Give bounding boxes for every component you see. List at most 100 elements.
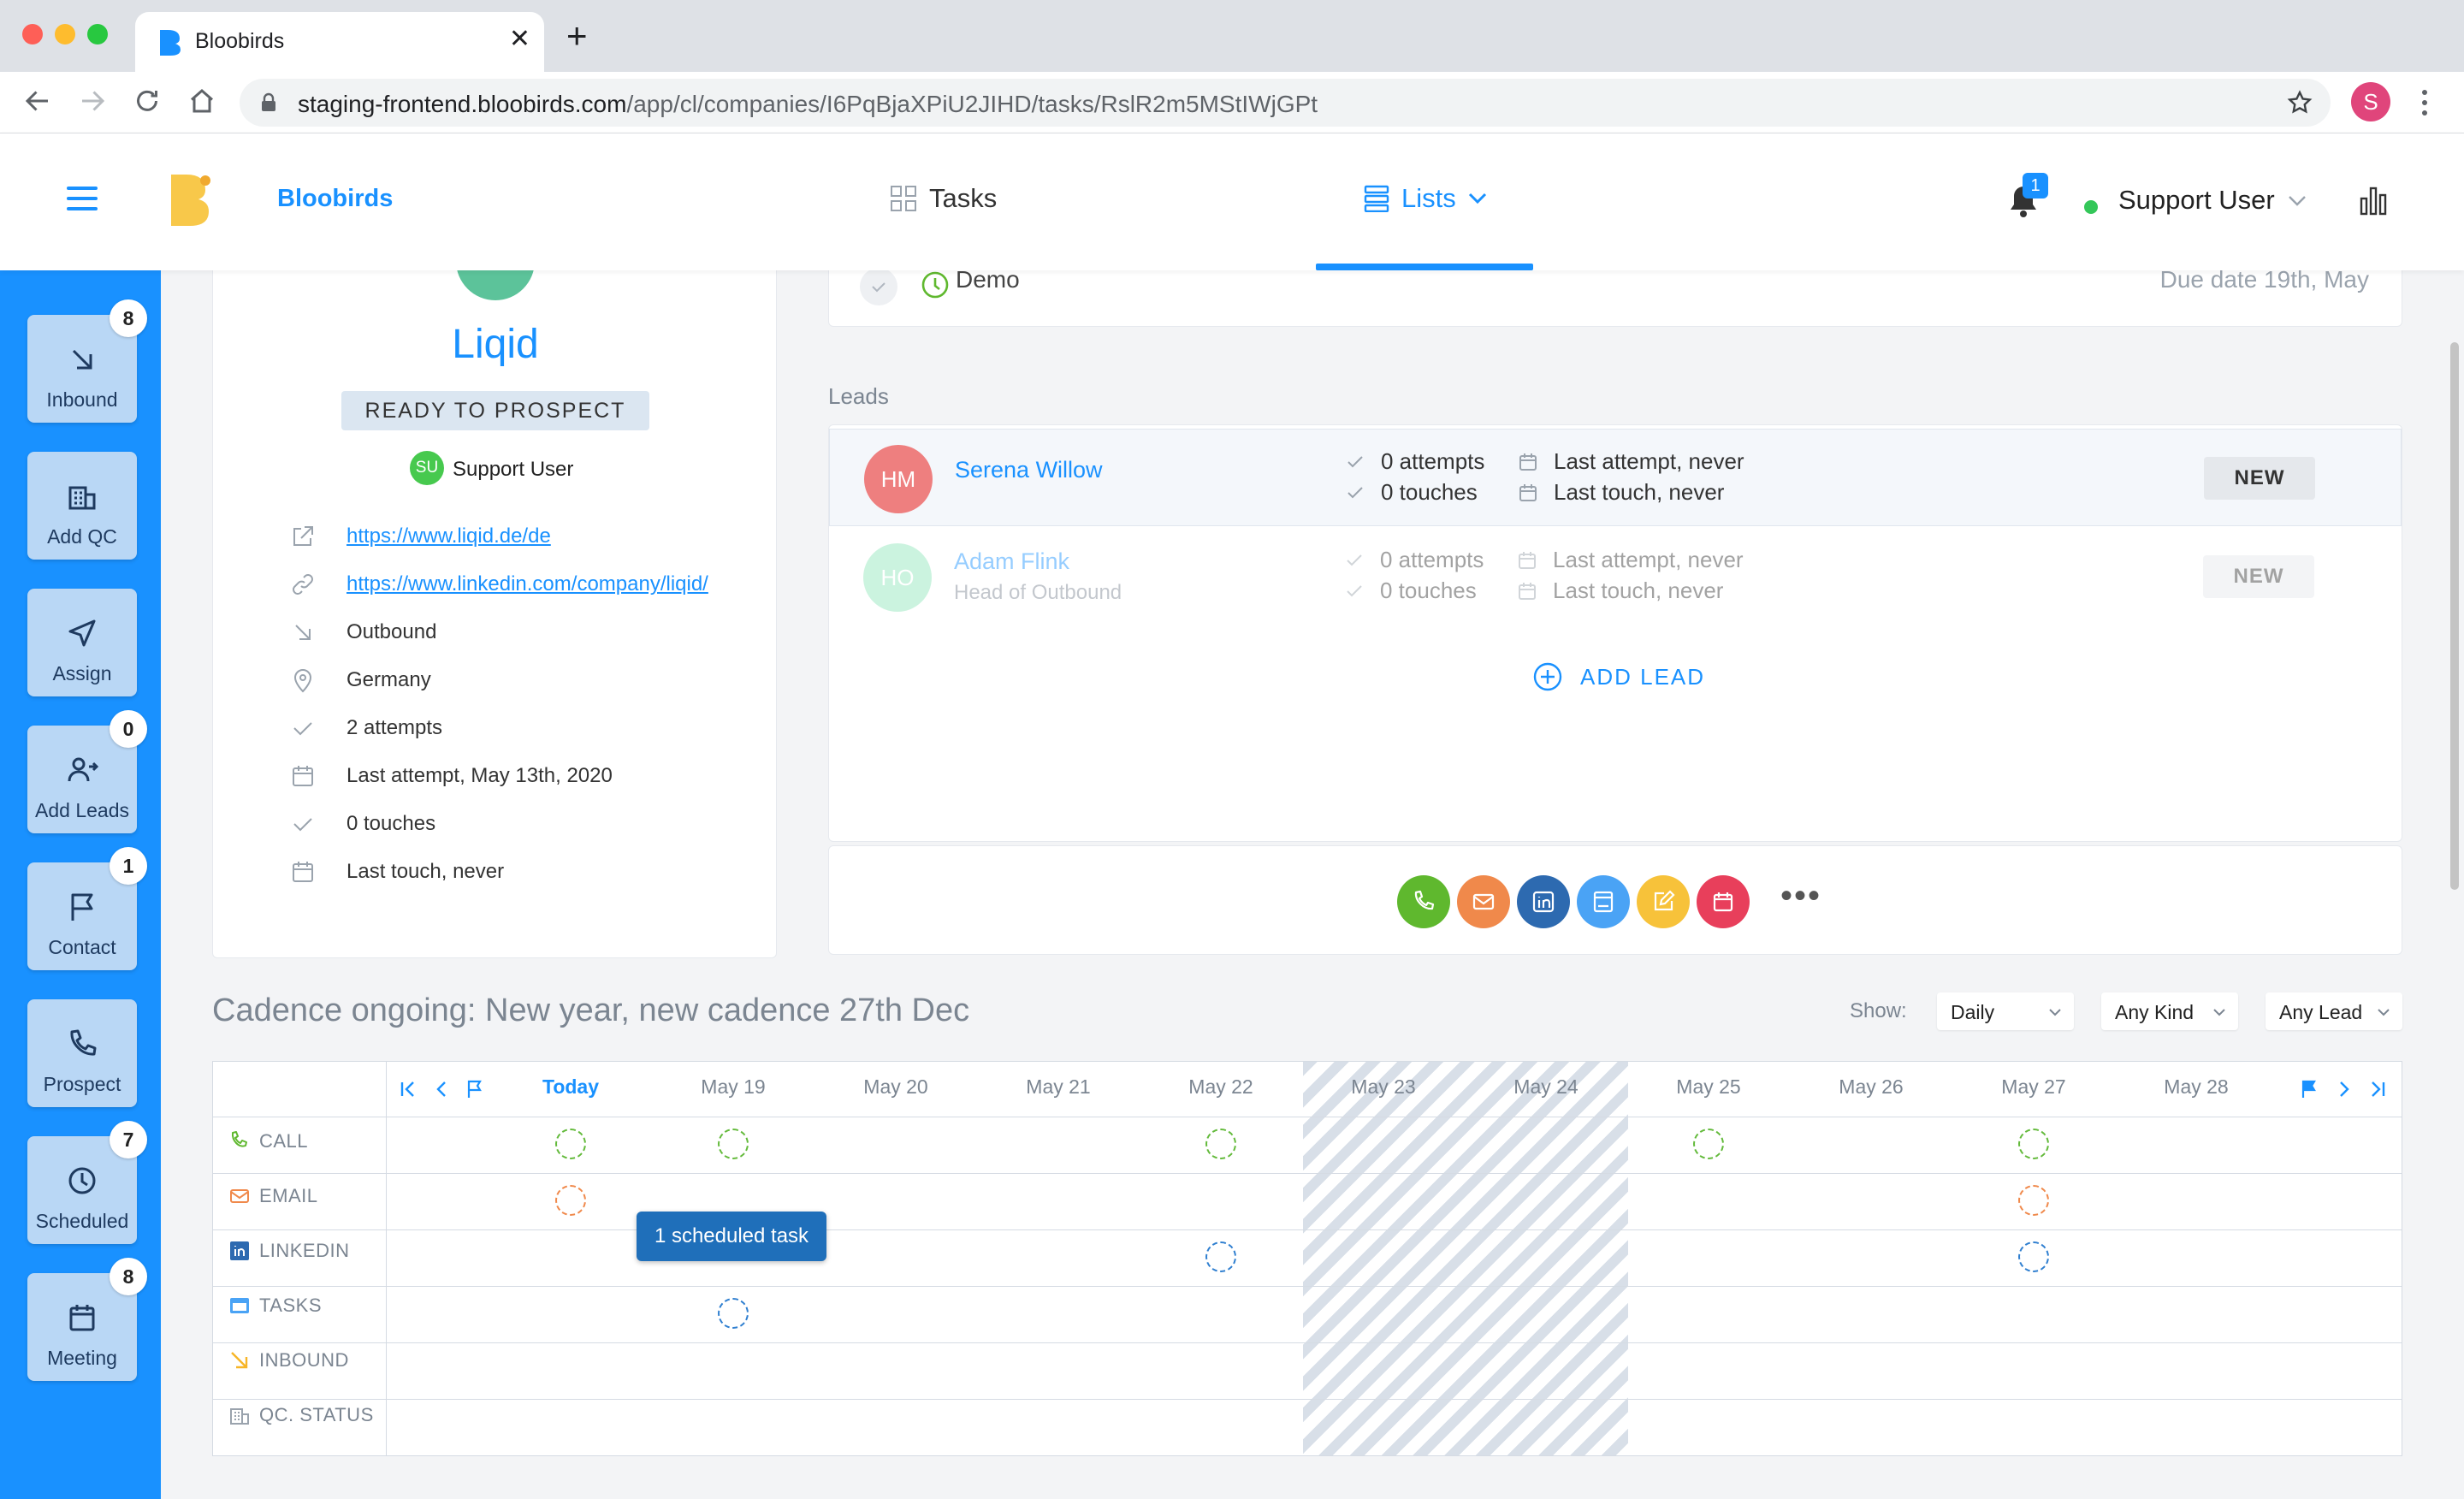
next-icon[interactable]	[2333, 1079, 2354, 1099]
lead-last-touch: Last touch, never	[1507, 479, 1724, 506]
lead-status-badge[interactable]: NEW	[2204, 457, 2315, 500]
check-icon	[1344, 581, 1370, 601]
lead-name[interactable]: Serena Willow	[955, 457, 1103, 483]
tab-close-icon[interactable]: ✕	[508, 25, 530, 53]
day-header[interactable]: May 20	[863, 1075, 928, 1098]
phone-icon	[65, 1027, 99, 1061]
nav-lists[interactable]: Lists	[1364, 183, 1487, 214]
home-icon[interactable]	[187, 86, 217, 116]
window-close-button[interactable]	[22, 24, 43, 44]
kind-filter-select[interactable]: Any Kind	[2101, 992, 2238, 1030]
call-activity-marker[interactable]	[718, 1129, 749, 1159]
more-actions-button[interactable]: •••	[1780, 877, 1822, 915]
day-header[interactable]: May 27	[2001, 1075, 2066, 1098]
browser-profile-avatar[interactable]: S	[2351, 82, 2390, 121]
row-label-qc-status: QC. STATUS	[228, 1404, 374, 1426]
linkedin-action-button[interactable]	[1517, 875, 1570, 928]
company-linkedin-row: https://www.linkedin.com/company/liqid/	[290, 567, 708, 601]
owner-name: Support User	[453, 458, 574, 481]
linkedin-activity-marker[interactable]	[2018, 1241, 2049, 1272]
day-header[interactable]: May 25	[1676, 1075, 1741, 1098]
sidebar-item-add-qc[interactable]: Add QC	[27, 452, 137, 560]
add-lead-button[interactable]: ADD LEAD	[1532, 661, 1705, 692]
note-action-button[interactable]	[1637, 875, 1690, 928]
meeting-action-button[interactable]	[1697, 875, 1750, 928]
email-action-button[interactable]	[1457, 875, 1510, 928]
call-action-button[interactable]	[1397, 875, 1450, 928]
day-header[interactable]: May 21	[1026, 1075, 1091, 1098]
lead-last-attempt: Last attempt, never	[1507, 547, 1744, 573]
lead-status-badge[interactable]: NEW	[2203, 555, 2314, 598]
sidebar-item-meeting[interactable]: Meeting 8	[27, 1258, 147, 1381]
day-header[interactable]: May 22	[1188, 1075, 1253, 1098]
company-website-link[interactable]: https://www.liqid.de/de	[346, 524, 551, 548]
lead-name[interactable]: Adam Flink	[954, 548, 1070, 574]
row-divider	[213, 1286, 2402, 1287]
sidebar-item-prospect[interactable]: Prospect	[27, 999, 137, 1107]
forward-icon[interactable]	[77, 86, 108, 116]
lead-filter-select[interactable]: Any Lead	[2266, 992, 2402, 1030]
sidebar-item-inbound[interactable]: Inbound 8	[27, 299, 147, 423]
task-complete-check[interactable]	[860, 268, 897, 305]
linkedin-activity-marker[interactable]	[1205, 1241, 1236, 1272]
day-header[interactable]: May 26	[1839, 1075, 1904, 1098]
nav-tasks[interactable]: Tasks	[890, 183, 997, 214]
browser-menu-icon[interactable]	[2420, 87, 2430, 118]
bloobirds-logo-icon[interactable]	[168, 173, 212, 228]
grid-icon	[890, 185, 917, 212]
day-header[interactable]: May 28	[2164, 1075, 2229, 1098]
sidebar-item-assign[interactable]: Assign	[27, 589, 137, 696]
day-header[interactable]: May 23	[1351, 1075, 1416, 1098]
company-linkedin-link[interactable]: https://www.linkedin.com/company/liqid/	[346, 572, 708, 595]
lead-row[interactable]: HM Serena Willow 0 attempts 0 touches La…	[829, 429, 2402, 526]
previous-icon[interactable]	[432, 1079, 453, 1099]
email-activity-marker[interactable]	[2018, 1185, 2049, 1216]
user-menu[interactable]: Support User	[2118, 185, 2275, 215]
call-activity-marker[interactable]	[1205, 1129, 1236, 1159]
sidebar-item-label: Inbound	[46, 388, 118, 411]
company-last-attempt-row: Last attempt, May 13th, 2020	[290, 759, 613, 793]
bloobirds-favicon-icon	[157, 29, 181, 56]
sidebar-item-contact[interactable]: Contact 1	[27, 847, 147, 970]
flag-filled-icon[interactable]	[2299, 1079, 2319, 1099]
calendar-icon	[1517, 550, 1543, 571]
new-tab-icon[interactable]: +	[566, 15, 588, 56]
row-label-linkedin: LINKEDIN	[228, 1240, 349, 1262]
lead-row[interactable]: HO Adam Flink Head of Outbound 0 attempt…	[829, 528, 2402, 625]
window-minimize-button[interactable]	[55, 24, 75, 44]
task-activity-marker[interactable]	[718, 1298, 749, 1329]
company-website-row: https://www.liqid.de/de	[290, 519, 551, 554]
day-header[interactable]: May 19	[701, 1075, 766, 1098]
flag-outline-icon[interactable]	[465, 1079, 485, 1099]
window-zoom-button[interactable]	[87, 24, 108, 44]
sidebar-item-label: Contact	[48, 936, 116, 958]
page-scrollbar[interactable]	[2450, 342, 2459, 890]
user-chevron-down-icon[interactable]	[2288, 195, 2307, 207]
browser-tab[interactable]: Bloobirds ✕	[135, 12, 544, 72]
sidebar-item-add-leads[interactable]: Add Leads 0	[27, 710, 147, 833]
company-touches-row: 0 touches	[290, 807, 435, 841]
sidebar-item-scheduled[interactable]: Scheduled 7	[27, 1121, 147, 1244]
company-status-badge[interactable]: READY TO PROSPECT	[341, 391, 649, 430]
address-bar[interactable]: staging-frontend.bloobirds.com/app/cl/co…	[240, 79, 2331, 127]
lead-role: Head of Outbound	[954, 581, 1122, 604]
reload-icon[interactable]	[132, 86, 163, 116]
company-name[interactable]: Liqid	[452, 322, 539, 367]
email-activity-marker[interactable]	[555, 1185, 586, 1216]
day-header[interactable]: Today	[542, 1075, 600, 1098]
call-activity-marker[interactable]	[2018, 1129, 2049, 1159]
lead-avatar: HM	[864, 445, 933, 513]
last-page-icon[interactable]	[2367, 1079, 2388, 1099]
task-action-button[interactable]	[1577, 875, 1630, 928]
company-country-row: Germany	[290, 663, 431, 697]
bookmark-star-icon[interactable]	[2286, 89, 2313, 116]
back-icon[interactable]	[22, 86, 53, 116]
call-activity-marker[interactable]	[1693, 1129, 1724, 1159]
first-page-icon[interactable]	[398, 1079, 418, 1099]
day-header[interactable]: May 24	[1513, 1075, 1578, 1098]
period-filter-select[interactable]: Daily	[1937, 992, 2074, 1030]
bar-chart-icon[interactable]	[2358, 185, 2389, 216]
hamburger-menu-icon[interactable]	[67, 185, 98, 212]
call-activity-marker[interactable]	[555, 1129, 586, 1159]
brand-name[interactable]: Bloobirds	[277, 185, 394, 212]
